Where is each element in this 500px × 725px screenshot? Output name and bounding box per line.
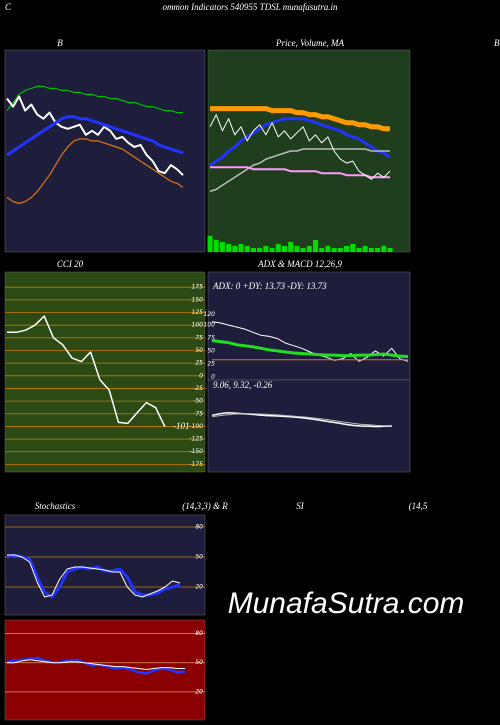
series-line — [6, 85, 183, 114]
series-line — [6, 95, 184, 176]
panel — [4, 514, 206, 616]
volume-bar — [294, 245, 300, 252]
series-line — [211, 321, 409, 362]
value-label: -101 — [173, 421, 190, 431]
y-tick-label: -175 — [189, 461, 203, 468]
volume-bar — [381, 245, 387, 252]
series-line — [211, 413, 392, 427]
volume-bar — [269, 247, 275, 252]
y-tick-label: -150 — [189, 448, 203, 455]
y-tick-label: 100 — [204, 321, 216, 328]
y-tick-label: 125 — [192, 309, 204, 316]
y-tick-label: -100 — [189, 423, 203, 430]
panel-title: SI — [296, 501, 305, 511]
y-tick-label: 25 — [195, 360, 203, 367]
header-left: C — [5, 2, 12, 12]
series-line — [7, 554, 181, 598]
volume-bar — [238, 243, 244, 252]
series-line — [209, 114, 391, 180]
series-line — [6, 115, 184, 157]
series-line — [209, 117, 391, 167]
volume-bar — [375, 247, 381, 252]
volume-bar — [344, 245, 350, 252]
panel-title: Price, Volume, MA — [275, 38, 344, 48]
panel — [4, 49, 206, 253]
panel-subtitle: (14,3,3) & R — [182, 501, 228, 511]
y-tick-label: -125 — [189, 436, 203, 443]
volume-bar — [325, 245, 331, 252]
y-tick-label: 150 — [192, 296, 204, 303]
panel — [4, 271, 206, 473]
y-tick-label: 120 — [204, 311, 216, 318]
panel-subtitle: (14,5 — [409, 501, 428, 511]
volume-bar — [368, 247, 374, 252]
volume-bar — [319, 247, 325, 252]
panel — [4, 619, 206, 721]
y-tick-label: 80 — [195, 524, 203, 531]
y-tick-label: 20 — [195, 584, 203, 591]
panel-subtitle: 9.06, 9.32, -0.26 — [213, 380, 273, 390]
volume-bar — [232, 245, 238, 252]
panel-subtitle: ADX: 0 +DY: 13.73 -DY: 13.73 — [212, 281, 327, 291]
y-tick-label: 25 — [207, 360, 215, 367]
volume-bar — [288, 241, 294, 252]
panel-title: ADX & MACD 12,26,9 — [257, 259, 342, 269]
volume-bar — [356, 247, 362, 252]
volume-bar — [300, 247, 306, 252]
volume-bar — [362, 245, 368, 252]
volume-bar — [281, 245, 287, 252]
series-line — [210, 106, 390, 132]
y-tick-label: 0 — [211, 373, 215, 380]
y-tick-label: 50 — [195, 347, 203, 354]
y-tick-label: 20 — [195, 688, 203, 695]
y-tick-label: 50 — [195, 659, 203, 666]
volume-bar — [244, 245, 250, 252]
volume-bar — [306, 245, 312, 252]
y-tick-label: -75 — [193, 410, 203, 417]
volume-bar — [331, 247, 337, 252]
panel-title: CCI 20 — [57, 259, 84, 269]
volume-bar — [275, 243, 281, 252]
volume-bar — [226, 243, 232, 252]
y-tick-label: 0 — [199, 372, 203, 379]
y-tick-label: 100 — [192, 322, 204, 329]
y-tick-label: 75 — [195, 334, 203, 341]
series-line — [209, 148, 390, 193]
y-tick-label: 50 — [207, 347, 215, 354]
series-line — [7, 315, 166, 428]
y-tick-label: -50 — [193, 398, 203, 405]
panel-title: Stochastics — [35, 501, 76, 511]
volume-bar — [313, 239, 319, 252]
volume-bar — [263, 245, 269, 252]
series-line — [211, 339, 409, 359]
panel-title: B — [57, 38, 63, 48]
watermark: MunafaSutra.com — [228, 587, 465, 620]
y-tick-label: 50 — [195, 554, 203, 561]
volume-bar — [207, 235, 213, 252]
volume-bar — [257, 247, 263, 252]
edge-label: B — [494, 38, 500, 48]
y-tick-label: -25 — [193, 385, 203, 392]
y-tick-label: 75 — [207, 334, 215, 341]
volume-bar — [250, 247, 256, 252]
header-title: ommon Indicators 540955 TDSL munafasutra… — [162, 2, 338, 12]
series-line — [6, 656, 186, 675]
volume-bar — [213, 239, 219, 252]
volume-bar — [387, 247, 393, 252]
volume-bar — [350, 243, 356, 252]
series-line — [7, 659, 185, 670]
volume-bar — [337, 247, 343, 252]
y-tick-label: 175 — [192, 284, 204, 291]
series-line — [6, 138, 184, 205]
series-line — [210, 166, 390, 179]
y-tick-label: 80 — [195, 630, 203, 637]
volume-bar — [219, 241, 225, 252]
